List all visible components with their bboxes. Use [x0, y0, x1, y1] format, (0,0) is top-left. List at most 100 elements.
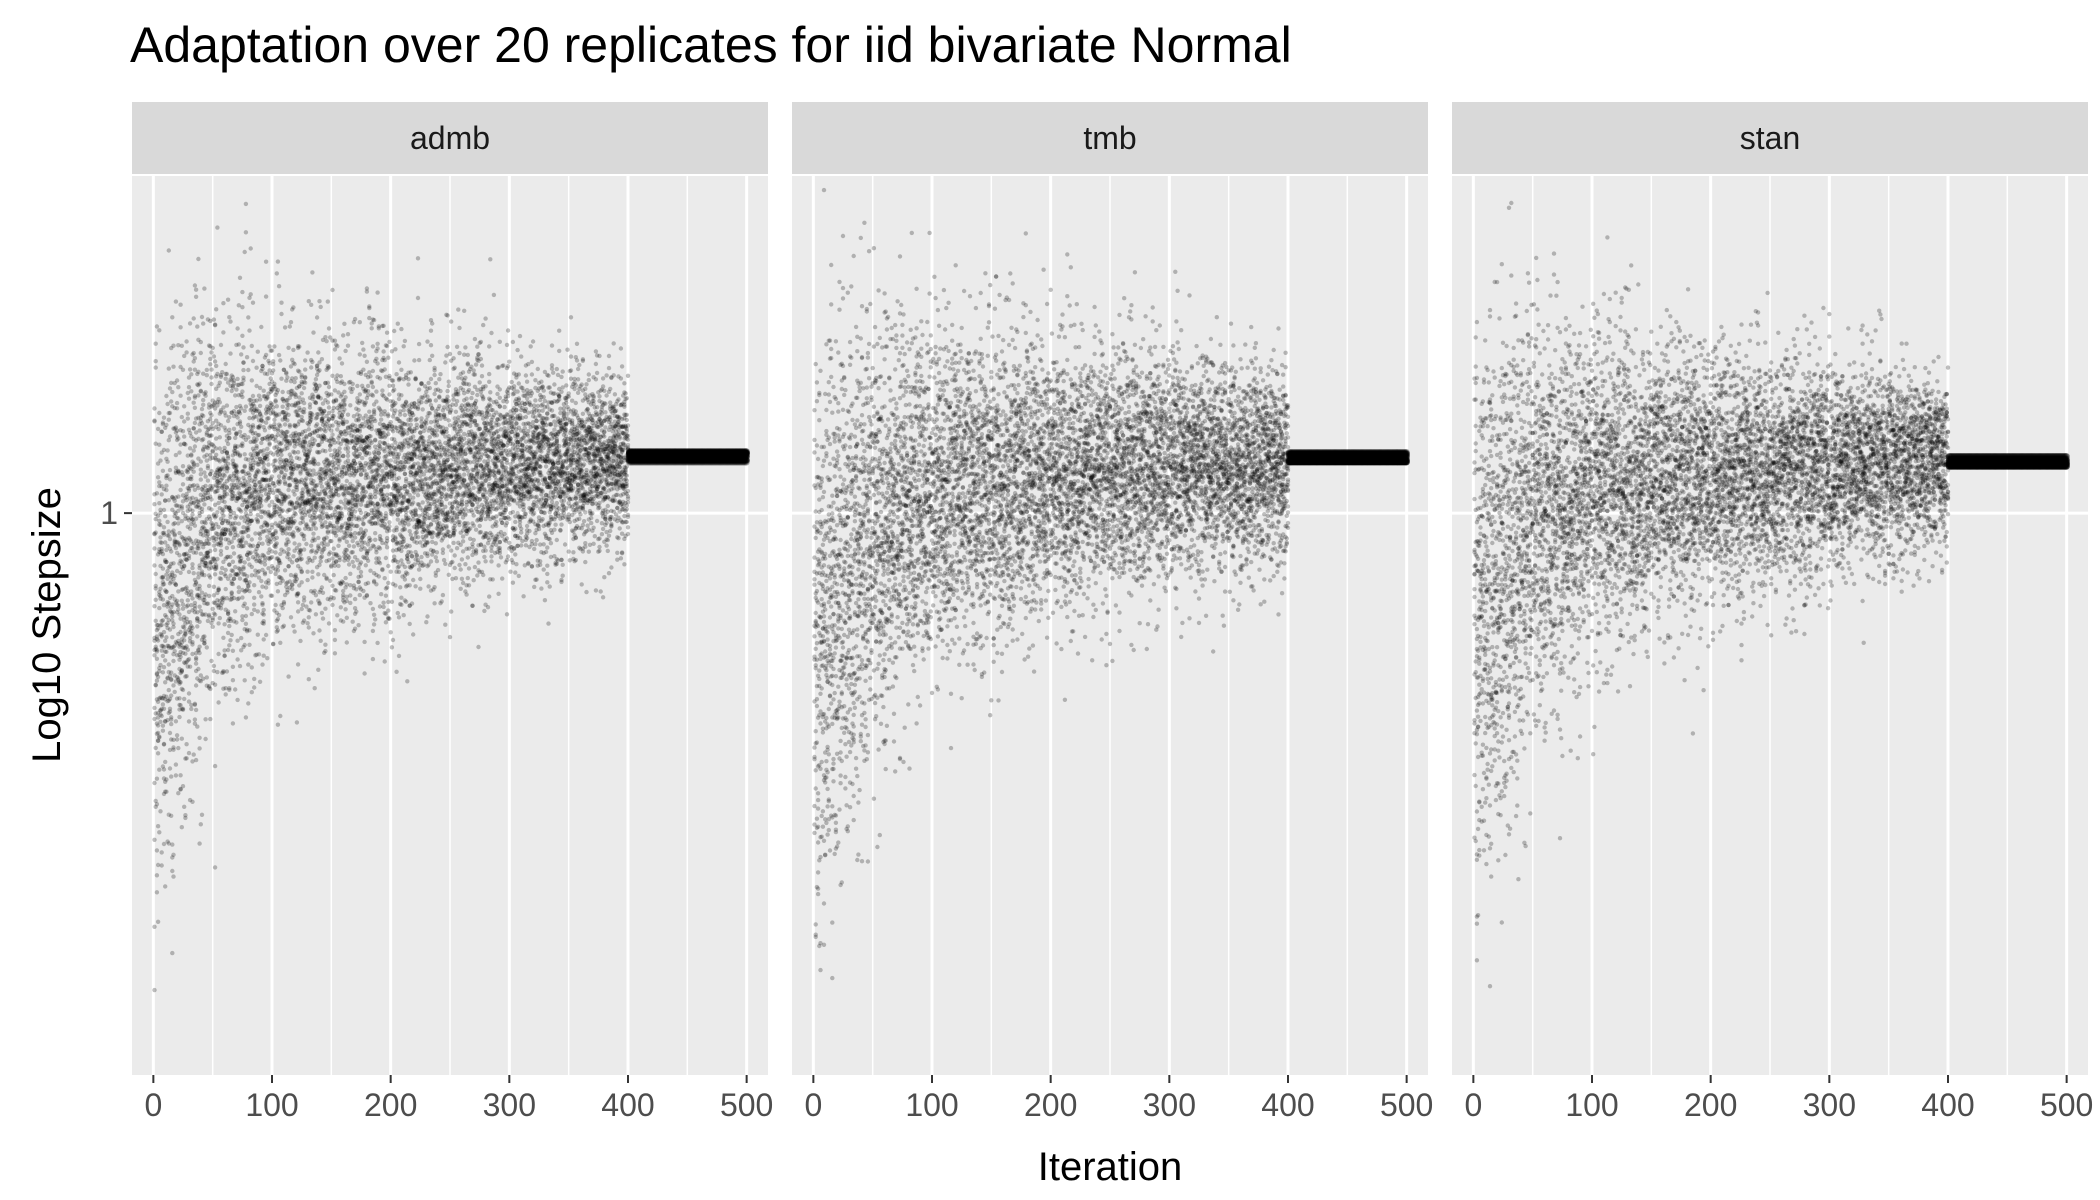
data-point — [421, 520, 427, 525]
data-point — [533, 398, 538, 403]
data-point — [247, 328, 252, 333]
data-point — [172, 380, 177, 386]
data-point — [507, 438, 512, 443]
data-point — [674, 459, 681, 466]
data-point — [407, 583, 412, 588]
data-point — [189, 452, 194, 457]
data-point — [647, 448, 654, 455]
data-point — [375, 507, 380, 513]
data-point — [231, 595, 237, 601]
data-point — [285, 438, 290, 443]
data-point — [195, 499, 200, 504]
data-point — [204, 563, 209, 569]
data-point — [291, 623, 296, 629]
data-point — [252, 398, 257, 403]
data-point — [511, 391, 517, 396]
data-point — [400, 544, 405, 550]
data-point — [286, 483, 291, 488]
data-point — [252, 685, 257, 690]
data-point — [394, 484, 399, 489]
data-point — [348, 500, 353, 505]
data-point — [222, 499, 227, 505]
data-point — [462, 478, 467, 483]
data-point — [152, 716, 157, 722]
data-point — [209, 367, 214, 372]
data-point — [230, 485, 236, 490]
data-point — [441, 447, 447, 453]
data-point — [562, 542, 568, 547]
data-point — [570, 467, 575, 472]
data-point — [488, 469, 493, 474]
data-point — [388, 445, 393, 451]
data-point — [622, 471, 627, 476]
data-point — [221, 518, 226, 523]
data-point — [635, 448, 642, 455]
data-point — [250, 555, 256, 560]
data-point — [426, 439, 431, 444]
data-point — [672, 459, 679, 466]
data-point — [615, 487, 620, 492]
data-point — [379, 412, 384, 417]
data-point — [224, 466, 230, 471]
data-point — [239, 544, 244, 549]
data-point — [472, 372, 478, 377]
data-point — [239, 392, 244, 397]
data-point — [592, 466, 597, 471]
data-point — [665, 448, 672, 455]
data-point — [252, 676, 257, 682]
data-point — [553, 522, 558, 527]
data-point — [246, 556, 251, 562]
data-point — [191, 520, 196, 525]
data-point — [218, 536, 224, 541]
data-point — [641, 459, 648, 466]
data-point — [443, 494, 448, 499]
data-point — [610, 481, 615, 487]
data-point — [554, 399, 559, 404]
data-point — [426, 380, 431, 386]
data-point — [222, 487, 227, 493]
data-point — [306, 501, 311, 506]
data-point — [412, 438, 417, 444]
data-point — [594, 486, 600, 491]
data-point — [361, 530, 366, 535]
data-point — [432, 365, 437, 371]
data-point — [437, 481, 442, 486]
data-point — [233, 521, 238, 526]
data-point — [382, 358, 387, 363]
data-point — [312, 510, 317, 515]
data-point — [574, 341, 580, 346]
data-point — [190, 562, 195, 567]
data-point — [472, 445, 478, 450]
data-point — [392, 528, 397, 533]
data-point — [384, 472, 390, 477]
data-point — [699, 459, 706, 466]
data-point — [564, 421, 569, 426]
data-point — [367, 451, 372, 456]
data-point — [554, 537, 559, 543]
data-point — [210, 606, 215, 612]
data-point — [317, 449, 322, 455]
data-point — [481, 482, 486, 487]
data-point — [673, 459, 680, 466]
data-point — [367, 425, 372, 430]
data-point — [678, 459, 685, 466]
data-point — [446, 544, 451, 549]
data-point — [174, 406, 180, 411]
data-point — [360, 468, 365, 473]
data-point — [481, 384, 486, 389]
data-point — [165, 576, 170, 581]
data-point — [606, 571, 612, 576]
data-point — [263, 470, 269, 475]
data-point — [586, 451, 591, 456]
data-point — [561, 406, 567, 411]
data-point — [338, 618, 343, 623]
data-point — [316, 395, 321, 400]
data-point — [216, 421, 221, 426]
data-point — [693, 448, 700, 455]
data-point — [173, 539, 179, 545]
data-point — [553, 511, 558, 516]
data-point — [239, 433, 244, 439]
data-point — [541, 542, 546, 547]
data-point — [180, 606, 186, 611]
data-point — [381, 440, 386, 445]
